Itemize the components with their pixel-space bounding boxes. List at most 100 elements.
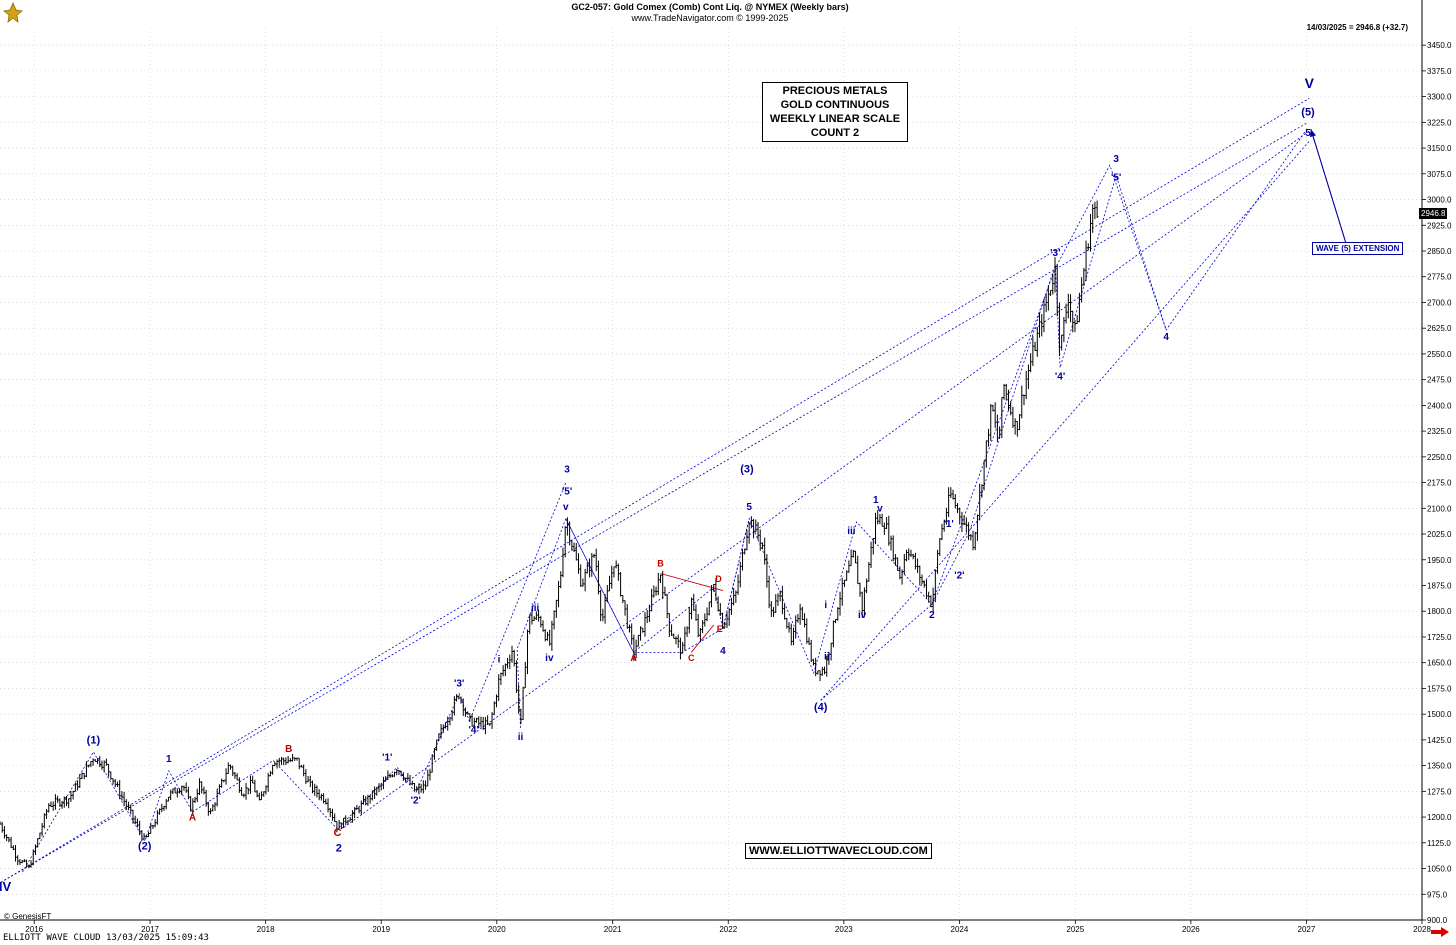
wave-label: i	[498, 655, 501, 666]
wave-label: D	[715, 574, 722, 584]
price-bar	[1018, 414, 1022, 431]
price-bar	[818, 670, 822, 682]
price-bar	[129, 804, 133, 815]
wave-label: '4'	[1055, 372, 1065, 383]
y-tick-label: 2475.0	[1427, 376, 1452, 385]
price-bar	[526, 629, 530, 675]
scroll-right-arrow-icon[interactable]	[1430, 926, 1450, 938]
price-bar	[552, 610, 556, 630]
price-bar	[231, 765, 235, 777]
price-bar	[1015, 421, 1019, 437]
price-bar	[690, 597, 694, 620]
price-bar	[1064, 303, 1068, 324]
price-bar	[51, 801, 55, 811]
price-bar	[794, 615, 798, 639]
price-bar	[202, 786, 206, 795]
y-tick-label: 900.0	[1427, 916, 1448, 925]
price-bar	[319, 793, 323, 801]
price-bar	[506, 657, 510, 669]
price-bar	[1069, 294, 1073, 323]
price-bar	[1060, 334, 1064, 351]
price-bar	[379, 783, 383, 791]
price-bar	[769, 601, 773, 617]
price-bar	[929, 595, 933, 608]
price-bar	[200, 781, 204, 794]
price-bar	[503, 663, 507, 677]
y-tick-label: 1650.0	[1427, 659, 1452, 668]
wave-lines	[22, 127, 1309, 873]
y-tick-label: 1875.0	[1427, 582, 1452, 591]
price-bar	[1013, 418, 1017, 435]
price-bar	[545, 631, 549, 641]
chart-copyright: www.TradeNavigator.com © 1999-2025	[631, 13, 789, 23]
wave-label: '3'	[454, 679, 464, 690]
y-tick-label: 975.0	[1427, 890, 1448, 899]
price-bar	[678, 637, 682, 660]
price-bar	[975, 514, 979, 541]
price-bar	[113, 779, 117, 788]
x-tick-label: 2020	[488, 925, 506, 934]
price-bar	[829, 642, 833, 661]
chart-grid	[0, 28, 1423, 921]
price-bar	[58, 798, 62, 808]
price-bar	[155, 810, 159, 825]
price-bar	[849, 549, 853, 567]
price-bar	[302, 764, 306, 777]
price-bar	[838, 591, 842, 616]
price-bar	[636, 634, 640, 647]
y-tick-label: 2700.0	[1427, 298, 1452, 307]
y-tick-label: 2250.0	[1427, 453, 1452, 462]
price-bar	[958, 507, 962, 525]
price-bar	[333, 813, 337, 822]
wave-label: (3)	[740, 463, 754, 475]
price-bar	[14, 845, 18, 862]
wave-label: A	[189, 813, 196, 824]
wave-label: 3	[1113, 154, 1119, 165]
price-bar	[53, 794, 57, 810]
price-bar	[709, 585, 713, 608]
price-bar	[619, 572, 623, 597]
price-bar	[1002, 383, 1006, 400]
price-bar	[554, 599, 558, 618]
price-bar	[1049, 289, 1053, 296]
price-bar	[905, 549, 909, 562]
channel-line	[0, 121, 1309, 883]
price-bar	[508, 654, 512, 670]
price-bar	[800, 606, 804, 621]
price-bar	[882, 522, 886, 535]
price-bar	[197, 778, 201, 796]
y-tick-label: 2625.0	[1427, 324, 1452, 333]
channel-line	[343, 130, 1310, 828]
wave-label: IV	[0, 879, 12, 894]
price-bar	[1022, 394, 1026, 406]
price-bar	[665, 593, 669, 619]
price-bar	[723, 621, 727, 629]
price-bar	[816, 670, 820, 675]
price-bar	[308, 775, 312, 788]
price-bar	[938, 537, 942, 556]
price-bar	[326, 798, 330, 813]
price-bar	[435, 739, 439, 751]
y-tick-label: 1350.0	[1427, 762, 1452, 771]
y-tick-label: 3450.0	[1427, 41, 1452, 50]
price-bar	[581, 578, 585, 587]
y-tick-label: 3225.0	[1427, 118, 1452, 127]
price-bar	[149, 823, 153, 834]
y-tick-label: 1425.0	[1427, 736, 1452, 745]
price-bar	[78, 773, 82, 788]
x-tick-label: 2025	[1066, 925, 1084, 934]
price-bar	[776, 593, 780, 606]
price-bar	[169, 789, 173, 801]
price-bar	[561, 547, 565, 578]
price-bar	[667, 613, 671, 637]
price-bar	[831, 620, 835, 648]
price-bar	[426, 769, 430, 787]
price-bar	[796, 613, 800, 623]
price-bar	[175, 788, 179, 798]
x-tick-label: 2019	[372, 925, 390, 934]
price-bar	[330, 808, 334, 821]
price-bar	[867, 562, 871, 582]
wave-label: '2'	[411, 795, 421, 806]
price-bar	[224, 768, 228, 785]
price-bar	[1011, 406, 1015, 428]
